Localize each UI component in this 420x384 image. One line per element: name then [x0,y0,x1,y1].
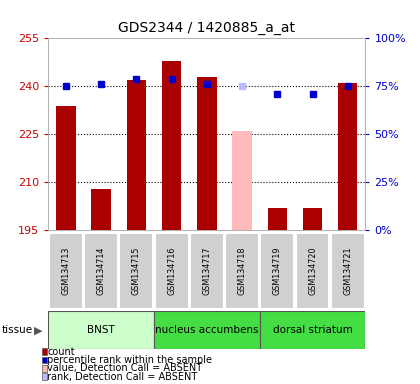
Text: value, Detection Call = ABSENT: value, Detection Call = ABSENT [47,364,202,374]
Bar [154,311,260,349]
Text: GSM134717: GSM134717 [202,247,211,295]
Bar [56,106,76,230]
Bar [162,61,181,230]
Bar [49,233,83,309]
Text: tissue: tissue [2,325,33,335]
Bar [260,233,294,309]
Bar [84,233,118,309]
Text: GSM134719: GSM134719 [273,247,282,295]
Text: rank, Detection Call = ABSENT: rank, Detection Call = ABSENT [47,372,197,382]
Title: GDS2344 / 1420885_a_at: GDS2344 / 1420885_a_at [118,21,295,35]
Text: BNST: BNST [87,325,115,335]
Bar [48,311,154,349]
Text: ▶: ▶ [34,325,43,335]
Bar [331,233,365,309]
Bar [260,311,365,349]
Text: GSM134716: GSM134716 [167,247,176,295]
Bar [155,233,189,309]
Text: dorsal striatum: dorsal striatum [273,325,352,335]
Bar [127,80,146,230]
Bar [197,77,217,230]
Bar [338,83,357,230]
Text: nucleus accumbens: nucleus accumbens [155,325,259,335]
Text: GSM134715: GSM134715 [132,247,141,295]
Text: GSM134718: GSM134718 [238,247,247,295]
Bar [268,208,287,230]
Bar [119,233,153,309]
Bar [296,233,329,309]
Text: GSM134713: GSM134713 [61,247,71,295]
Bar [92,189,111,230]
Text: GSM134721: GSM134721 [343,247,352,295]
Bar [190,233,224,309]
Bar [225,233,259,309]
Text: count: count [47,347,75,357]
Text: GSM134720: GSM134720 [308,247,317,295]
Bar [232,131,252,230]
Text: percentile rank within the sample: percentile rank within the sample [47,355,212,365]
Text: GSM134714: GSM134714 [97,247,106,295]
Bar [303,208,322,230]
